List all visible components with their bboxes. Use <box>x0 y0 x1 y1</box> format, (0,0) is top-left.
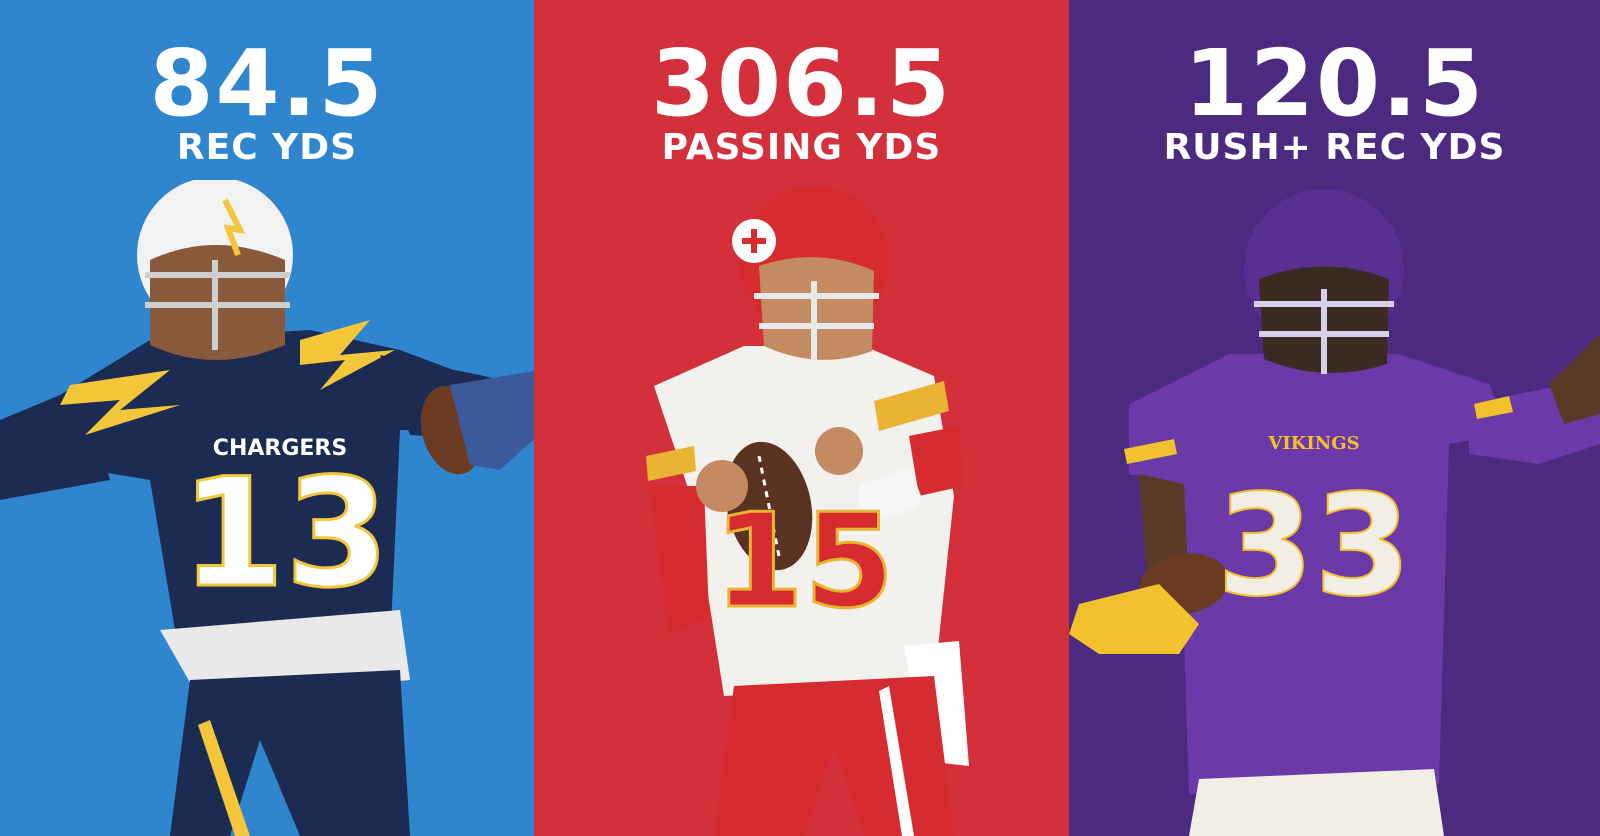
stat-label: PASSING YDS <box>661 127 942 168</box>
jersey-number: 13 <box>181 447 390 621</box>
jersey-wordmark: CHARGERS <box>213 436 347 461</box>
panel-rec-yds: 84.5 REC YDS <box>0 0 534 836</box>
panel-passing-yds: 306.5 PASSING YDS 15 <box>534 0 1069 836</box>
player-photo-receiver: 13 CHARGERS <box>0 180 534 836</box>
stat-value: 84.5 <box>149 30 385 137</box>
stat-value: 120.5 <box>1183 30 1485 137</box>
jersey-number: 33 <box>1217 465 1412 628</box>
stat-value: 306.5 <box>650 30 952 137</box>
stat-label: REC YDS <box>176 127 358 168</box>
player-photo-running-back: 33 VIKINGS <box>1069 184 1600 836</box>
stat-label: RUSH+ REC YDS <box>1163 127 1506 168</box>
player-photo-quarterback: 15 <box>634 186 1014 836</box>
jersey-number: 15 <box>714 485 895 637</box>
jersey-wordmark: VIKINGS <box>1267 433 1359 454</box>
panel-rush-rec-yds: 120.5 RUSH+ REC YDS 33 VIKINGS <box>1069 0 1600 836</box>
